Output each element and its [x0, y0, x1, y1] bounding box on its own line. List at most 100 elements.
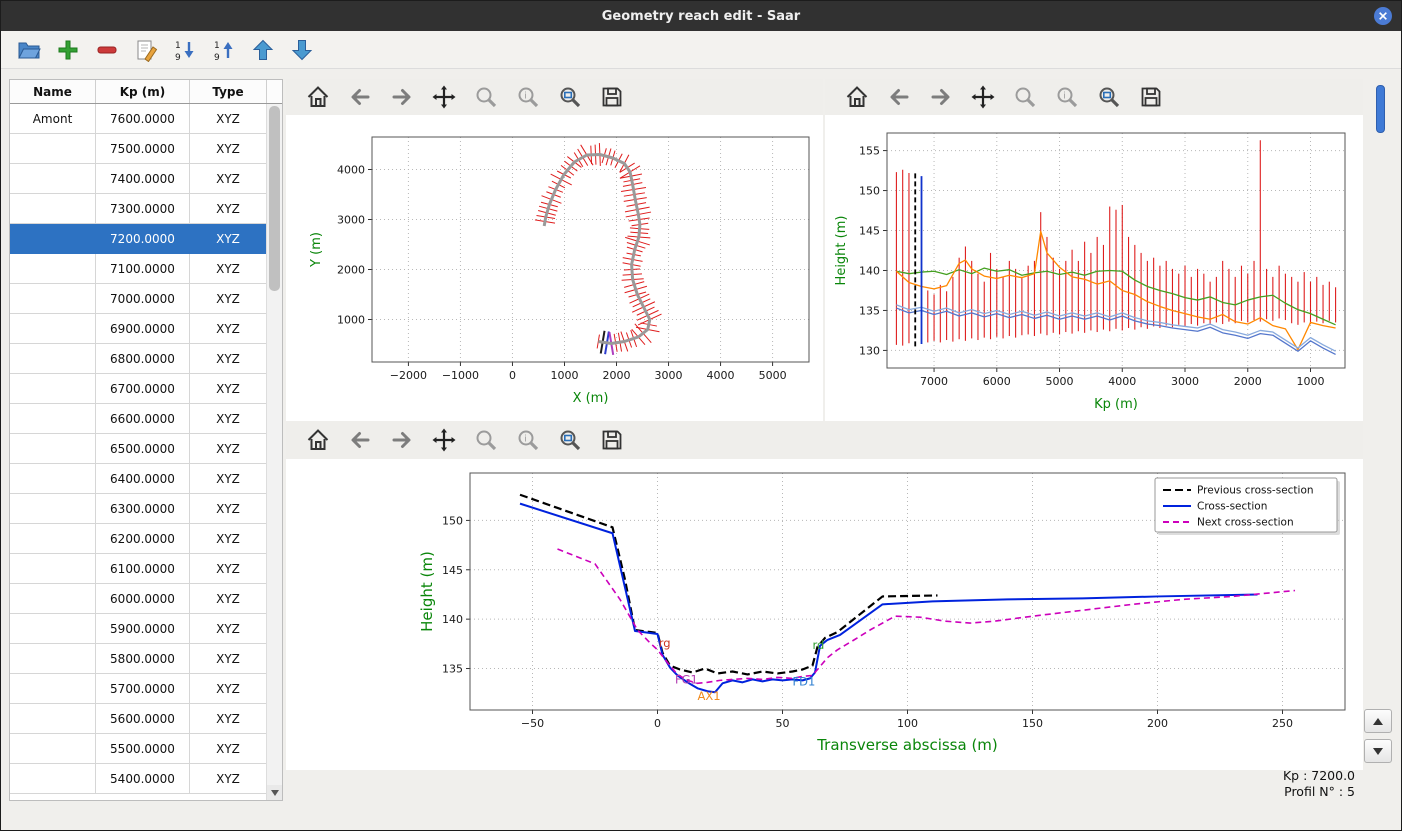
- mpl-zoom-info-button[interactable]: i: [1055, 85, 1079, 109]
- table-row[interactable]: 6800.0000 XYZ: [10, 344, 266, 374]
- mpl-pan-button[interactable]: [432, 85, 456, 109]
- table-row[interactable]: 7500.0000 XYZ: [10, 134, 266, 164]
- mpl-zoom-rect-button[interactable]: [558, 428, 582, 452]
- table-row[interactable]: 5500.0000 XYZ: [10, 734, 266, 764]
- zoom-info-icon: i: [518, 430, 539, 451]
- scroll-down-button[interactable]: [1364, 739, 1392, 763]
- mpl-forward-button[interactable]: [390, 428, 414, 452]
- edit-button[interactable]: [134, 38, 158, 62]
- mpl-forward-button[interactable]: [929, 85, 953, 109]
- cross-section-table: Name Kp (m) Type Amont 7600.0000 XYZ 7500.000…: [9, 79, 283, 801]
- mpl-save-button[interactable]: [1139, 85, 1163, 109]
- triangle-down-icon: [1373, 747, 1383, 755]
- table-row[interactable]: 6900.0000 XYZ: [10, 314, 266, 344]
- table-row[interactable]: 7400.0000 XYZ: [10, 164, 266, 194]
- svg-text:135: 135: [442, 663, 463, 676]
- table-cell: XYZ: [190, 764, 266, 794]
- mpl-zoom-button[interactable]: [1013, 85, 1037, 109]
- mpl-save-button[interactable]: [600, 85, 624, 109]
- add-button[interactable]: [56, 38, 80, 62]
- column-header-name[interactable]: Name: [10, 80, 96, 103]
- table-row[interactable]: Amont 7600.0000 XYZ: [10, 104, 266, 134]
- remove-button[interactable]: [95, 38, 119, 62]
- table-cell: [10, 224, 96, 254]
- scroll-up-button[interactable]: [1364, 709, 1392, 733]
- table-scrollbar[interactable]: [266, 104, 282, 800]
- table-row[interactable]: 6700.0000 XYZ: [10, 374, 266, 404]
- column-header-kp-m[interactable]: Kp (m): [96, 80, 190, 103]
- mpl-home-button[interactable]: [845, 85, 869, 109]
- table-cell: XYZ: [190, 614, 266, 644]
- table-row[interactable]: 6300.0000 XYZ: [10, 494, 266, 524]
- svg-text:200: 200: [1147, 717, 1168, 730]
- table-row[interactable]: 5600.0000 XYZ: [10, 704, 266, 734]
- mpl-back-button[interactable]: [887, 85, 911, 109]
- table-scroll-down-button[interactable]: [267, 785, 282, 800]
- table-row[interactable]: 6500.0000 XYZ: [10, 434, 266, 464]
- svg-text:6000: 6000: [983, 375, 1011, 388]
- table-cell: 6900.0000: [96, 314, 190, 344]
- table-cell: XYZ: [190, 734, 266, 764]
- move-up-button[interactable]: [251, 38, 275, 62]
- edit-icon: [137, 40, 158, 62]
- table-cell: Amont: [10, 104, 96, 134]
- mpl-forward-button[interactable]: [390, 85, 414, 109]
- plan-view-figure: −2000 −1000 0 1000 2000 3000 4000 5000 1000 2000 3…: [286, 115, 823, 424]
- table-row[interactable]: 6400.0000 XYZ: [10, 464, 266, 494]
- table-row[interactable]: 7300.0000 XYZ: [10, 194, 266, 224]
- mpl-save-button[interactable]: [600, 428, 624, 452]
- table-row[interactable]: 7100.0000 XYZ: [10, 254, 266, 284]
- svg-text:−50: −50: [521, 717, 544, 730]
- svg-text:i: i: [524, 92, 527, 102]
- table-row[interactable]: 5700.0000 XYZ: [10, 674, 266, 704]
- column-header-type[interactable]: Type: [190, 80, 267, 103]
- vertical-slider-thumb[interactable]: [1376, 85, 1385, 133]
- forward-icon: [392, 89, 411, 105]
- mpl-zoom-button[interactable]: [474, 85, 498, 109]
- svg-text:0: 0: [509, 369, 516, 382]
- profile-chart[interactable]: 7000 6000 5000 4000 3000 2000 1000 130 135 140 145…: [825, 115, 1363, 420]
- mpl-zoom-rect-button[interactable]: [558, 85, 582, 109]
- svg-text:150: 150: [1022, 717, 1043, 730]
- svg-text:Height (m): Height (m): [834, 216, 849, 286]
- table-row[interactable]: 6600.0000 XYZ: [10, 404, 266, 434]
- table-scrollbar-thumb[interactable]: [269, 106, 280, 291]
- table-row[interactable]: 6200.0000 XYZ: [10, 524, 266, 554]
- move-down-button[interactable]: [290, 38, 314, 62]
- move-down-icon: [291, 39, 313, 60]
- table-cell: XYZ: [190, 494, 266, 524]
- table-cell: XYZ: [190, 584, 266, 614]
- table-row[interactable]: 5900.0000 XYZ: [10, 614, 266, 644]
- svg-text:Y (m): Y (m): [309, 232, 324, 268]
- mpl-zoom-info-button[interactable]: i: [516, 85, 540, 109]
- table-row[interactable]: 7000.0000 XYZ: [10, 284, 266, 314]
- open-button[interactable]: [17, 38, 41, 62]
- plan-view-chart[interactable]: −2000 −1000 0 1000 2000 3000 4000 5000 1000 2000 3…: [286, 115, 823, 420]
- mpl-pan-button[interactable]: [971, 85, 995, 109]
- mpl-zoom-rect-button[interactable]: [1097, 85, 1121, 109]
- close-button[interactable]: [1374, 7, 1392, 25]
- table-row[interactable]: 7200.0000 XYZ: [10, 224, 266, 254]
- home-icon: [307, 429, 329, 450]
- triangle-down-icon: [270, 789, 279, 796]
- mpl-home-button[interactable]: [306, 85, 330, 109]
- table-cell: 7300.0000: [96, 194, 190, 224]
- mpl-back-button[interactable]: [348, 428, 372, 452]
- forward-icon: [931, 89, 950, 105]
- table-cell: [10, 434, 96, 464]
- mpl-home-button[interactable]: [306, 428, 330, 452]
- table-row[interactable]: 5800.0000 XYZ: [10, 644, 266, 674]
- mpl-zoom-button[interactable]: [474, 428, 498, 452]
- titlebar: Geometry reach edit - Saar: [1, 1, 1401, 31]
- mpl-back-button[interactable]: [348, 85, 372, 109]
- svg-text:1000: 1000: [550, 369, 578, 382]
- table-row[interactable]: 6100.0000 XYZ: [10, 554, 266, 584]
- cross-section-chart[interactable]: −50 0 50 100 150 200 250 135 140 145 150 rg rd FG1 FD1…: [286, 459, 1363, 766]
- table-row[interactable]: 6000.0000 XYZ: [10, 584, 266, 614]
- svg-text:140: 140: [442, 613, 463, 626]
- table-row[interactable]: 5400.0000 XYZ: [10, 764, 266, 794]
- mpl-zoom-info-button[interactable]: i: [516, 428, 540, 452]
- mpl-pan-button[interactable]: [432, 428, 456, 452]
